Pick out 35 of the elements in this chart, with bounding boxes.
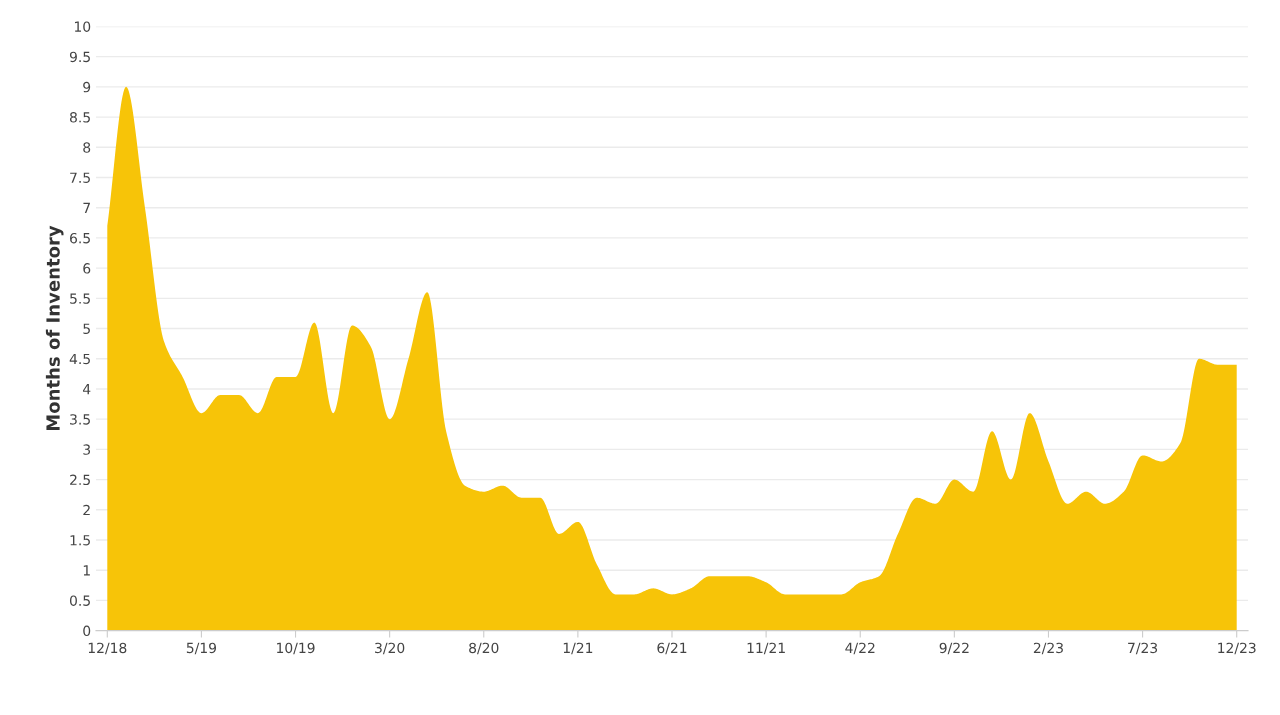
y-tick-label: 0: [83, 625, 91, 637]
x-tick-label: 7/23: [1128, 642, 1158, 655]
y-tick-label: 6.5: [70, 232, 90, 244]
x-tick-label: 1/21: [563, 642, 593, 655]
y-tick-label: 3: [83, 444, 91, 455]
x-tick-label: 12/23: [1218, 642, 1256, 655]
x-tick-label: 9/22: [939, 642, 969, 655]
y-tick-label: 0.5: [69, 595, 90, 606]
y-tick-label: 7.5: [70, 172, 90, 183]
y-tick-label: 6: [83, 263, 91, 274]
y-tick-label: 4: [82, 384, 91, 395]
x-tick-label: 3/20: [375, 642, 405, 655]
y-tick-label: 7: [83, 202, 90, 213]
x-tick-label: 10/19: [277, 642, 315, 655]
x-tick-label: 12/18: [88, 642, 127, 655]
y-tick-label: 8.5: [69, 112, 90, 123]
x-tick-label: 8/20: [469, 642, 499, 655]
y-tick-label: 3.5: [70, 414, 90, 425]
x-tick-label: 4/22: [845, 642, 875, 655]
x-tick-label: 2/23: [1033, 642, 1063, 655]
y-tick-label: 8: [83, 142, 91, 153]
y-tick-label: 5.5: [70, 293, 90, 304]
y-tick-label: 4.5: [69, 353, 90, 365]
x-tick-label: 5/19: [186, 642, 217, 655]
y-axis-title: Months of Inventory: [45, 225, 64, 431]
y-tick-label: 2.5: [70, 474, 90, 486]
x-tick-label: 11/21: [747, 642, 785, 655]
y-tick-label: 1.5: [70, 535, 90, 546]
x-tick-label: 6/21: [657, 642, 687, 655]
y-tick-label: 5: [83, 323, 90, 335]
y-tick-label: 9: [83, 81, 91, 93]
y-tick-label: 10: [74, 21, 91, 32]
y-tick-label: 9.5: [69, 51, 90, 63]
y-tick-label: 1: [83, 565, 90, 576]
y-tick-label: 2: [83, 504, 90, 516]
